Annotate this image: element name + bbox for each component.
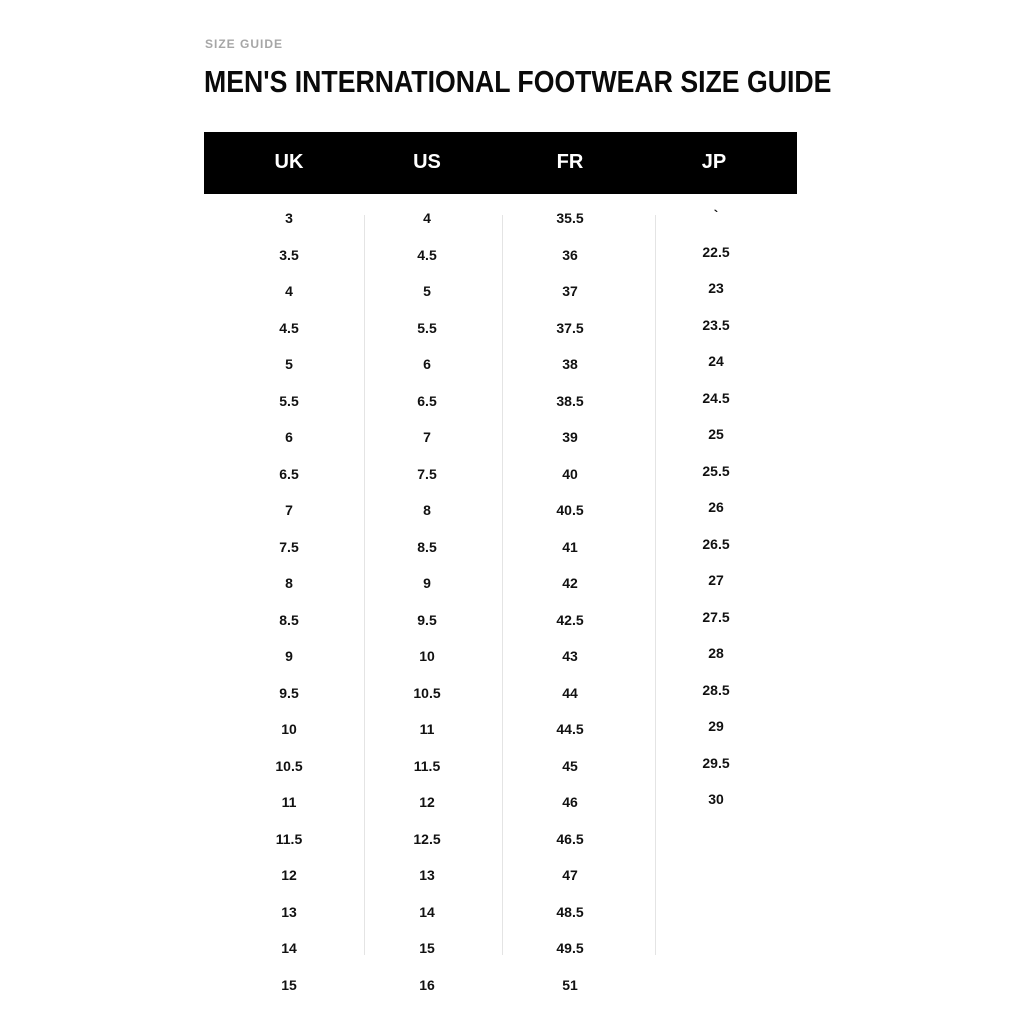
cell-fr: 51: [562, 976, 578, 993]
cell-uk: 14: [281, 940, 297, 956]
cell-us: 11: [419, 721, 435, 737]
cell-fr: 36: [562, 246, 578, 263]
cell-uk: 9: [285, 648, 293, 664]
cell-fr: 42: [562, 575, 578, 591]
cell-fr: 40: [562, 465, 578, 482]
cell-jp: 26.5: [702, 535, 730, 552]
cell-us: 9: [423, 575, 431, 591]
cell-jp: 23: [708, 280, 724, 296]
page-title: MEN'S INTERNATIONAL FOOTWEAR SIZE GUIDE: [204, 64, 832, 99]
cell-fr: 45: [562, 757, 578, 774]
cell-fr: 44.5: [556, 721, 584, 737]
column-divider: [502, 215, 503, 955]
cell-us: 8: [423, 502, 431, 518]
cell-fr: 47: [562, 867, 578, 883]
cell-jp: 29: [708, 718, 724, 734]
header-jp: JP: [701, 151, 727, 173]
cell-us: 11.5: [413, 757, 441, 774]
cell-us: 5.5: [417, 319, 437, 336]
cell-jp: 27.5: [702, 608, 730, 625]
cell-fr: 42.5: [556, 611, 584, 628]
cell-us: 5: [423, 283, 431, 299]
cell-fr: 43: [562, 648, 578, 664]
cell-fr: 39: [562, 429, 578, 445]
cell-uk: 11: [281, 794, 297, 810]
cell-uk: 3.5: [279, 246, 299, 263]
cell-uk: 9.5: [279, 684, 299, 701]
cell-jp: 22.5: [702, 243, 730, 260]
header-uk: UK: [274, 151, 304, 173]
cell-us: 16: [419, 976, 435, 993]
cell-us: 12.5: [413, 830, 441, 847]
cell-us: 6: [423, 356, 431, 372]
cell-jp: 28.5: [702, 681, 730, 698]
cell-uk: 4.5: [279, 319, 299, 336]
cell-uk: 7.5: [279, 538, 299, 555]
cell-us: 15: [419, 940, 435, 956]
column-divider: [364, 215, 365, 955]
cell-us: 6.5: [417, 392, 437, 409]
cell-fr: 46.5: [556, 830, 584, 847]
cell-us: 7.5: [417, 465, 437, 482]
cell-jp: 28: [708, 645, 724, 661]
cell-fr: 38.5: [556, 392, 584, 409]
cell-uk: 13: [281, 903, 297, 920]
cell-jp: 23.5: [702, 316, 730, 333]
cell-uk: 10: [281, 721, 297, 737]
cell-fr: 35.5: [556, 210, 584, 226]
cell-uk: 4: [285, 283, 293, 299]
cell-jp: `: [713, 207, 719, 223]
cell-us: 4: [423, 210, 431, 226]
cell-uk: 3: [285, 210, 293, 226]
cell-jp: 25.5: [702, 462, 730, 479]
cell-jp: 29.5: [702, 754, 730, 771]
cell-jp: 30: [708, 791, 724, 807]
cell-fr: 49.5: [556, 940, 584, 956]
cell-us: 10: [419, 648, 435, 664]
cell-us: 8.5: [417, 538, 437, 555]
cell-us: 10.5: [413, 684, 441, 701]
cell-jp: 24: [708, 353, 724, 369]
section-kicker: SIZE GUIDE: [205, 37, 284, 51]
cell-uk: 7: [285, 502, 293, 518]
cell-fr: 44: [562, 684, 578, 701]
cell-fr: 37.5: [556, 319, 584, 336]
cell-us: 4.5: [417, 246, 437, 263]
cell-fr: 46: [562, 794, 578, 810]
cell-us: 14: [419, 903, 435, 920]
cell-jp: 25: [708, 426, 724, 442]
header-fr: FR: [556, 151, 584, 173]
table-header: UK US FR JP: [204, 132, 797, 194]
column-divider: [655, 215, 656, 955]
cell-jp: 26: [708, 499, 724, 515]
cell-uk: 10.5: [275, 757, 303, 774]
cell-fr: 38: [562, 356, 578, 372]
cell-uk: 8.5: [279, 611, 299, 628]
header-us: US: [413, 151, 441, 173]
cell-fr: 40.5: [556, 502, 584, 518]
cell-jp: 24.5: [702, 389, 730, 406]
cell-fr: 37: [562, 283, 578, 299]
cell-uk: 6.5: [279, 465, 299, 482]
cell-uk: 15: [281, 976, 297, 993]
cell-fr: 41: [562, 538, 578, 555]
cell-uk: 5.5: [279, 392, 299, 409]
cell-uk: 5: [285, 356, 293, 372]
cell-uk: 8: [285, 575, 293, 591]
cell-uk: 12: [281, 867, 297, 883]
cell-fr: 48.5: [556, 903, 584, 920]
cell-us: 13: [419, 867, 435, 883]
cell-jp: 27: [708, 572, 724, 588]
cell-us: 7: [423, 429, 431, 445]
cell-us: 12: [419, 794, 435, 810]
cell-uk: 6: [285, 429, 293, 445]
cell-us: 9.5: [417, 611, 437, 628]
cell-uk: 11.5: [275, 830, 303, 847]
